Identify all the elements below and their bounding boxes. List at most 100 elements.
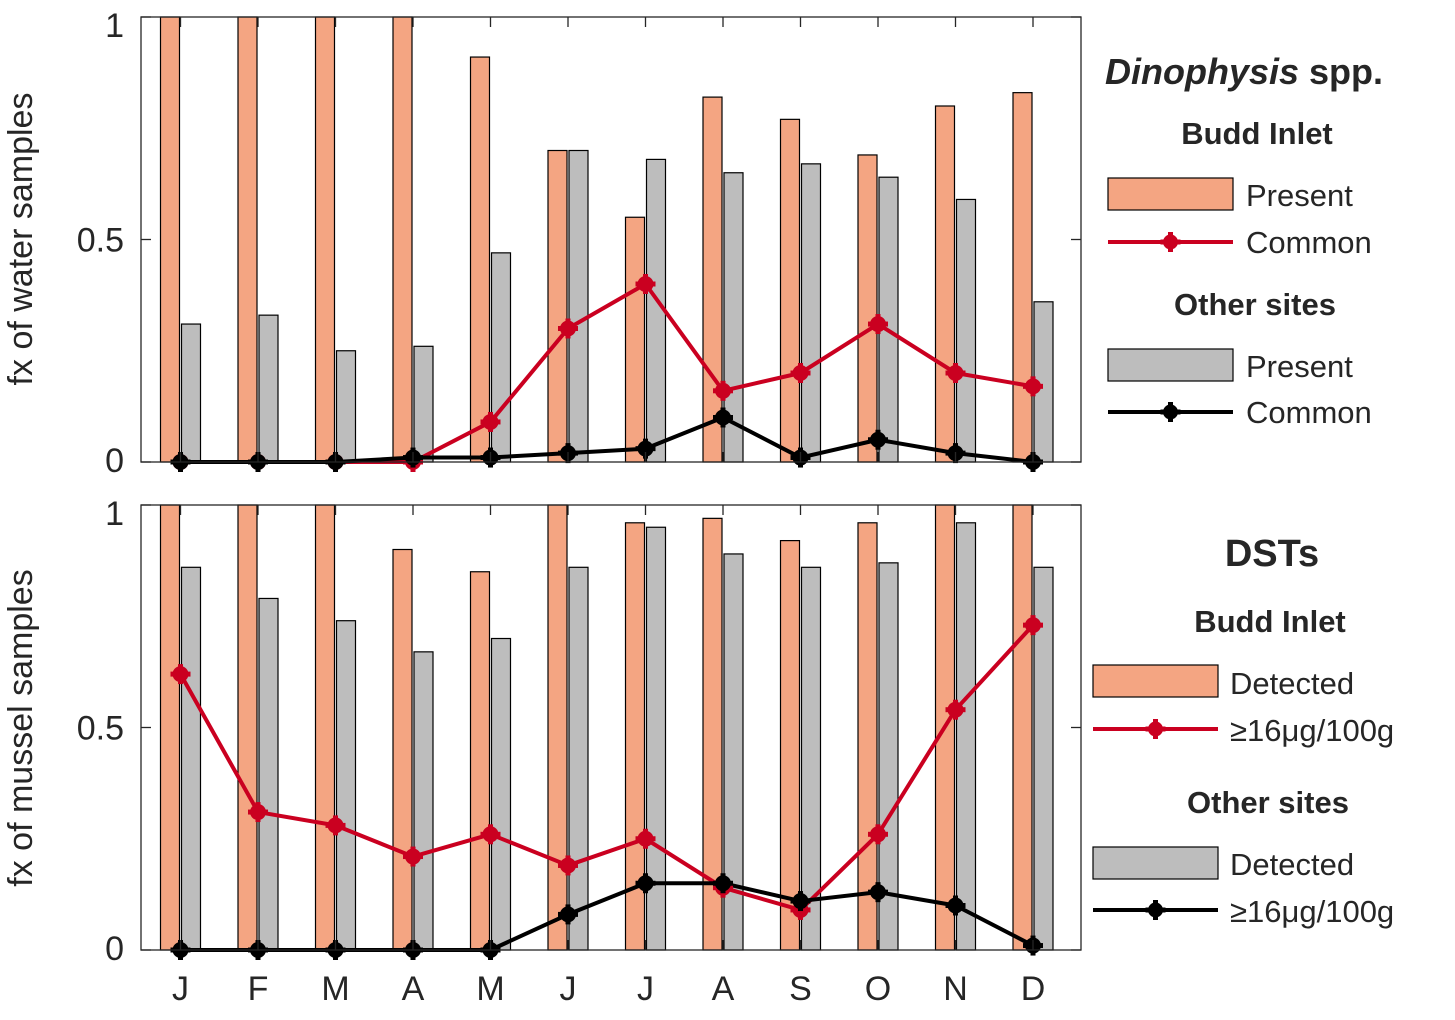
water-line-budd-inlet — [180, 282, 1034, 464]
mussel-bar-other-sites-3 — [335, 620, 357, 951]
mussel-bar-other-sites-5 — [490, 637, 512, 951]
water-point-other-sites-10 — [868, 429, 888, 450]
mussel-bar-budd-inlet-12 — [1012, 504, 1033, 951]
water-bar-other-sites-11 — [955, 198, 977, 463]
mussel-point-budd-inlet-11 — [945, 699, 966, 720]
mussel-bar-budd-inlet-1 — [159, 504, 181, 951]
mussel-point-other-sites-6 — [558, 904, 578, 925]
month-label-8: A — [712, 970, 735, 1008]
legend-swatch-budd-detected — [1092, 664, 1219, 698]
legend-title-dsts: DSTs — [1225, 533, 1319, 575]
mussel-point-budd-inlet-4 — [403, 846, 423, 867]
mussel-bar-other-sites-2 — [258, 597, 279, 951]
mussel-point-budd-inlet-3 — [325, 815, 346, 836]
mussel-samples-panel: 0 0.5 1 J F M A M J J A S O N D fx of mussel samples — [2, 495, 1082, 1008]
mussel-ytick-label-1: 0.5 — [77, 710, 124, 748]
water-bar-budd-inlet-10 — [857, 154, 878, 463]
water-bar-budd-inlet-6 — [547, 149, 568, 463]
mussel-axes: 0 0.5 1 J F M A M J J A S O N D — [77, 495, 1082, 1008]
water-ytick-label-2: 1 — [105, 7, 124, 45]
mussel-bar-other-sites-1 — [180, 566, 202, 951]
water-line-other-sites — [180, 415, 1034, 464]
mussel-bar-budd-inlet-5 — [469, 571, 491, 951]
water-bar-other-sites-2 — [258, 314, 279, 463]
water-bar-budd-inlet-9 — [779, 118, 801, 463]
legend-label-budd-detected: Detected — [1230, 666, 1354, 701]
legend-marker-budd-common — [1160, 232, 1181, 252]
mussel-y-axis-label: fx of mussel samples — [2, 569, 40, 886]
month-label-5: M — [476, 970, 504, 1008]
mussel-ytick-label-0: 0 — [105, 930, 124, 968]
water-point-budd-inlet-11 — [945, 363, 966, 383]
water-point-budd-inlet-6 — [558, 318, 578, 339]
legend-group-other-sites: Other sites — [1174, 287, 1336, 322]
water-bar-other-sites-6 — [568, 149, 589, 463]
water-bar-budd-inlet-8 — [702, 96, 723, 463]
water-ytick-label-1: 0.5 — [77, 222, 124, 260]
mussel-point-budd-inlet-5 — [480, 824, 501, 845]
water-bars — [159, 16, 1054, 463]
mussel-bar-budd-inlet-2 — [237, 504, 258, 951]
month-label-12: D — [1021, 970, 1046, 1008]
legend-swatch-other-detected — [1092, 846, 1219, 880]
legend-marker-budd-threshold — [1145, 719, 1166, 739]
legend-label-other-present: Present — [1246, 349, 1353, 384]
water-bar-budd-inlet-12 — [1012, 92, 1033, 463]
water-point-budd-inlet-8 — [713, 380, 733, 401]
legend-group-budd-inlet-dst: Budd Inlet — [1194, 604, 1346, 639]
water-bar-budd-inlet-7 — [624, 216, 646, 463]
water-ytick-label-0: 0 — [105, 442, 124, 480]
legend-title-dinophysis: Dinophysis spp. — [1105, 51, 1383, 92]
legend-label-budd-present: Present — [1246, 178, 1353, 213]
mussel-lines — [170, 615, 1043, 960]
mussel-point-budd-inlet-1 — [170, 664, 191, 685]
water-bar-other-sites-3 — [335, 350, 357, 463]
water-point-budd-inlet-5 — [480, 411, 501, 432]
water-lines — [170, 274, 1043, 472]
mussel-bar-budd-inlet-9 — [779, 539, 801, 951]
month-label-2: F — [248, 970, 269, 1008]
water-bar-other-sites-9 — [800, 163, 822, 463]
water-bar-other-sites-1 — [180, 323, 202, 463]
water-y-axis-label: fx of water samples — [2, 93, 40, 386]
water-bar-budd-inlet-5 — [469, 56, 491, 463]
mussel-point-other-sites-8 — [713, 873, 733, 894]
mussel-point-budd-inlet-12 — [1023, 615, 1043, 636]
legend-label-other-detected: Detected — [1230, 847, 1354, 882]
month-label-7: J — [637, 970, 654, 1008]
month-label-11: N — [943, 970, 968, 1008]
mussel-bar-other-sites-4 — [413, 651, 434, 951]
mussel-point-budd-inlet-2 — [248, 802, 268, 823]
mussel-point-other-sites-9 — [790, 891, 811, 912]
water-bar-other-sites-4 — [413, 345, 434, 463]
legend-swatch-budd-present — [1107, 177, 1234, 211]
legend-marker-other-threshold — [1145, 900, 1166, 920]
legend-marker-other-common — [1160, 402, 1181, 422]
mussel-point-other-sites-11 — [945, 895, 966, 916]
dinophysis-legend: Dinophysis spp. Budd Inlet Present Commo… — [1105, 51, 1383, 430]
legend-group-other-sites-dst: Other sites — [1187, 785, 1349, 820]
legend-label-other-threshold: ≥16μg/100g — [1230, 894, 1394, 929]
legend-label-budd-common: Common — [1246, 225, 1372, 260]
month-label-4: A — [402, 970, 425, 1008]
legend-group-budd-inlet: Budd Inlet — [1181, 116, 1333, 151]
water-bar-budd-inlet-4 — [392, 16, 413, 463]
legend-label-budd-threshold: ≥16μg/100g — [1230, 713, 1394, 748]
mussel-line-budd-inlet — [178, 623, 1035, 912]
dsts-legend: DSTs Budd Inlet Detected ≥16μg/100g Othe… — [1092, 533, 1394, 929]
mussel-ytick-label-2: 1 — [105, 495, 124, 533]
month-label-1: J — [172, 970, 189, 1008]
mussel-point-budd-inlet-10 — [868, 824, 888, 845]
water-bar-budd-inlet-11 — [934, 105, 956, 463]
water-point-budd-inlet-7 — [635, 274, 656, 294]
mussel-line-other-sites — [180, 881, 1034, 952]
month-label-10: O — [865, 970, 891, 1008]
mussel-point-other-sites-10 — [868, 882, 888, 903]
mussel-point-budd-inlet-6 — [558, 855, 578, 876]
water-point-budd-inlet-9 — [790, 363, 811, 383]
water-samples-panel: 0 0.5 1 fx of water samples — [2, 7, 1082, 480]
water-point-other-sites-8 — [713, 407, 733, 428]
month-label-6: J — [560, 970, 577, 1008]
legend-label-other-common: Common — [1246, 395, 1372, 430]
